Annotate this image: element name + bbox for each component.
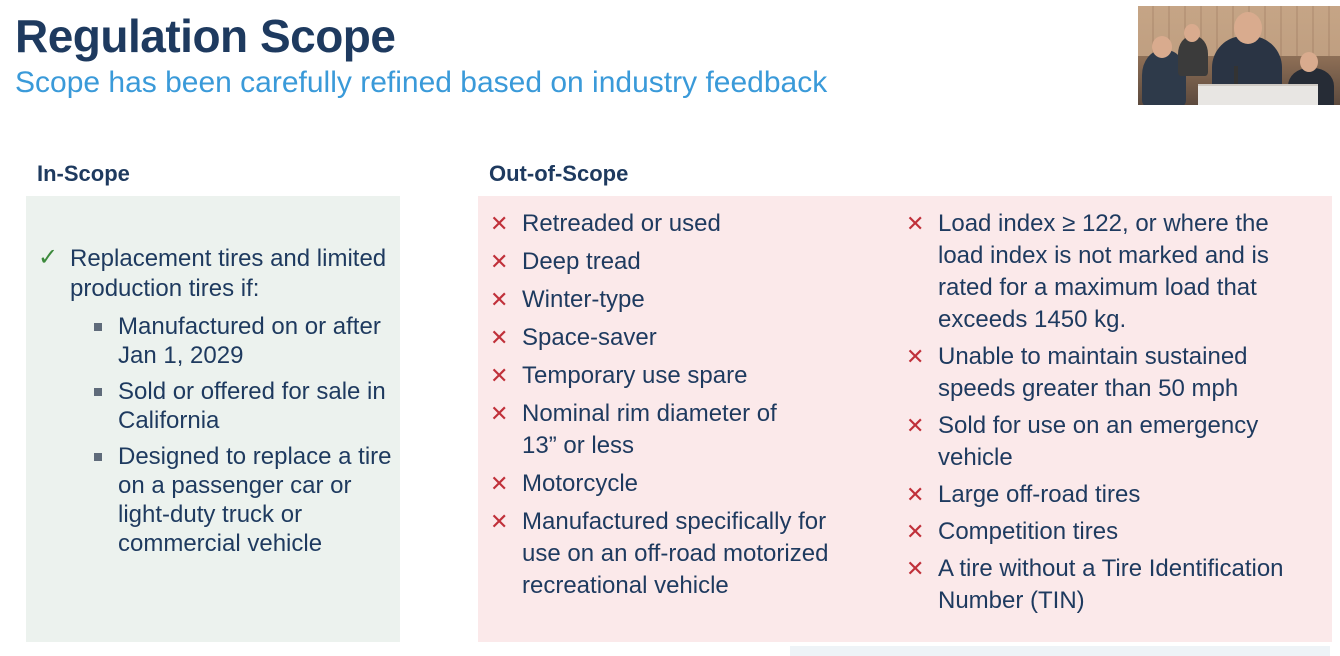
in-scope-sub-list: Manufactured on or after Jan 1, 2029 Sol…	[92, 312, 392, 565]
square-bullet-icon	[94, 453, 102, 461]
x-icon: ✕	[906, 344, 925, 369]
out-of-scope-item: ✕ Sold for use on an emergency vehicle	[906, 412, 1259, 471]
presenter-video-feed	[1138, 6, 1340, 105]
x-icon: ✕	[490, 471, 509, 496]
video-head-speaker	[1234, 12, 1262, 44]
video-person-back	[1178, 36, 1208, 76]
out-of-scope-item: ✕ Winter-type	[490, 284, 870, 316]
x-icon: ✕	[490, 509, 509, 534]
out-of-scope-item: ✕ A tire without a Tire Identification Nu…	[906, 555, 1284, 614]
out-of-scope-item: ✕ Space-saver	[490, 322, 870, 354]
out-of-scope-item: ✕ Nominal rim diameter of 13” or less	[490, 400, 777, 459]
bottom-decoration-strip	[790, 646, 1330, 656]
x-icon: ✕	[906, 413, 925, 438]
in-scope-heading: In-Scope	[37, 161, 130, 186]
out-of-scope-item: ✕ Temporary use spare	[490, 360, 870, 392]
x-icon: ✕	[490, 287, 509, 312]
out-of-scope-item: ✕ Unable to maintain sustained speeds gre…	[906, 343, 1248, 402]
out-of-scope-panel	[478, 196, 1332, 642]
x-icon: ✕	[906, 556, 925, 581]
slide-title: Regulation Scope	[15, 10, 396, 62]
out-of-scope-column-1: ✕ Retreaded or used ✕ Deep tread ✕ Winter-t…	[490, 208, 870, 608]
x-icon: ✕	[490, 325, 509, 350]
out-of-scope-item: ✕ Load index ≥ 122, or where the load ind…	[906, 210, 1269, 333]
in-scope-panel	[26, 196, 400, 642]
in-scope-sub-item: Designed to replace a tire on a passenge…	[92, 442, 392, 558]
square-bullet-icon	[94, 388, 102, 396]
out-of-scope-item: ✕ Large off-road tires	[906, 479, 1326, 511]
in-scope-sub-item: Sold or offered for sale in California	[92, 377, 392, 435]
x-icon: ✕	[490, 401, 509, 426]
video-microphone	[1234, 66, 1238, 84]
x-icon: ✕	[490, 363, 509, 388]
x-icon: ✕	[906, 482, 925, 507]
video-head-left	[1152, 36, 1172, 58]
out-of-scope-item: ✕ Retreaded or used	[490, 208, 870, 240]
out-of-scope-item: ✕ Motorcycle	[490, 468, 870, 500]
out-of-scope-item: ✕ Competition tires	[906, 516, 1326, 548]
slide-subtitle: Scope has been carefully refined based o…	[15, 66, 828, 99]
video-podium	[1198, 84, 1318, 105]
check-icon: ✓	[38, 244, 59, 271]
video-head-right	[1300, 52, 1318, 72]
square-bullet-icon	[94, 323, 102, 331]
x-icon: ✕	[906, 519, 925, 544]
x-icon: ✕	[490, 211, 509, 236]
x-icon: ✕	[490, 249, 509, 274]
out-of-scope-item: ✕ Manufactured specifically for use on an…	[490, 508, 829, 599]
out-of-scope-column-2: ✕ Load index ≥ 122, or where the load ind…	[906, 208, 1326, 622]
in-scope-main-text: Replacement tires and limited production…	[70, 245, 387, 302]
out-of-scope-heading: Out-of-Scope	[489, 161, 629, 186]
in-scope-sub-item: Manufactured on or after Jan 1, 2029	[92, 312, 392, 370]
video-head-back	[1184, 24, 1200, 42]
out-of-scope-item: ✕ Deep tread	[490, 246, 870, 278]
x-icon: ✕	[906, 211, 925, 236]
